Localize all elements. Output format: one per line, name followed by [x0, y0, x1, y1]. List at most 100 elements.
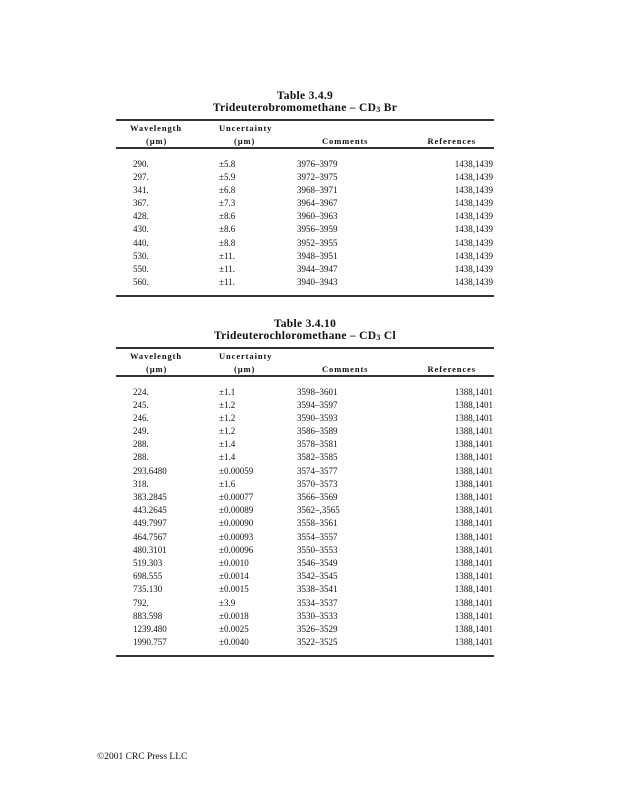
table-row: 464.7567 ±0.00093 3554–3557 1388,1401 — [116, 531, 494, 544]
cell-comments: 3952–3955 — [297, 237, 338, 248]
cell-references: 1388,1401 — [454, 531, 493, 542]
table-title: Trideuterobromomethane – CD3 Br — [116, 102, 494, 116]
cell-uncertainty: ±1.6 — [219, 478, 236, 489]
cell-references: 1438,1439 — [454, 237, 493, 248]
formula-subscript: 3 — [376, 105, 381, 114]
cell-comments: 3944–3947 — [297, 264, 338, 274]
table-row: 288. ±1.4 3578–3581 1388,1401 — [116, 438, 494, 451]
cell-wavelength: 318. — [133, 478, 149, 489]
cell-wavelength: 440. — [133, 237, 149, 248]
cell-references: 1388,1401 — [454, 505, 493, 516]
cell-comments: 3570–3573 — [297, 478, 338, 489]
formula-tail: Cl — [380, 330, 396, 342]
cell-comments: 3558–3561 — [297, 518, 338, 529]
cell-comments: 3566–3569 — [297, 492, 338, 502]
header-uncertainty: Uncertainty — [219, 350, 273, 361]
cell-comments: 3948–3951 — [297, 250, 338, 261]
table-row: 792. ±3.9 3534–3537 1388,1401 — [116, 597, 494, 610]
cell-wavelength: 792. — [133, 597, 149, 608]
cell-comments: 3956–3959 — [297, 224, 338, 235]
table-cd3cl: Table 3.4.10 Trideuterochloromethane – C… — [116, 318, 494, 657]
table-row: 224. ±1.1 3598–3601 1388,1401 — [116, 386, 494, 399]
table-row: 560. ±11. 3940–3943 1438,1439 — [116, 276, 494, 289]
cell-comments: 3538–3541 — [297, 584, 338, 595]
cell-wavelength: 430. — [133, 224, 149, 235]
formula-subscript: 3 — [376, 333, 381, 342]
cell-references: 1388,1401 — [454, 637, 493, 648]
table-row: 430. ±8.6 3956–3959 1438,1439 — [116, 223, 494, 236]
table-row: 297. ±5.9 3972–3975 1438,1439 — [116, 171, 494, 184]
table-body: 290. ±5.8 3976–3979 1438,1439 297. ±5.9 … — [116, 149, 494, 296]
header-wavelength-unit: (µm) — [146, 135, 168, 146]
cell-references: 1388,1401 — [454, 597, 493, 608]
cell-comments: 3940–3943 — [297, 277, 338, 288]
cell-uncertainty: ±5.8 — [219, 158, 236, 169]
cell-references: 1388,1401 — [454, 518, 493, 529]
table-row: 383.2845 ±0.00077 3566–3569 1388,1401 — [116, 491, 494, 504]
header-rule — [116, 146, 494, 149]
table-row: 428. ±8.6 3960–3963 1438,1439 — [116, 210, 494, 223]
cell-references: 1438,1439 — [454, 198, 493, 209]
cell-wavelength: 1990.757 — [133, 637, 167, 648]
cell-uncertainty: ±8.6 — [219, 211, 236, 222]
cell-comments: 3972–3975 — [297, 171, 338, 182]
table-number: Table 3.4.9 — [276, 90, 334, 102]
header-uncertainty-unit: (µm) — [234, 135, 256, 146]
top-rule — [116, 347, 494, 349]
cell-comments: 3550–3553 — [297, 544, 338, 555]
cell-wavelength: 883.598 — [133, 610, 163, 621]
cell-references: 1438,1439 — [454, 184, 493, 195]
cell-wavelength: 246. — [133, 412, 149, 423]
cell-uncertainty: ±0.00093 — [219, 531, 254, 542]
cell-wavelength: 480.3101 — [133, 544, 167, 555]
cell-comments: 3586–3589 — [297, 426, 338, 437]
copyright-footer: ©2001 CRC Press LLC — [97, 752, 188, 762]
cell-references: 1388,1401 — [454, 386, 493, 397]
cell-uncertainty: ±6.8 — [219, 184, 236, 195]
table-row: 550. ±11. 3944–3947 1438,1439 — [116, 263, 494, 276]
cell-uncertainty: ±0.0015 — [219, 584, 249, 595]
bottom-rule — [116, 655, 494, 657]
cell-uncertainty: ±0.00059 — [219, 465, 254, 476]
cell-references: 1388,1401 — [454, 557, 493, 568]
header-comments: Comments — [322, 135, 369, 146]
cell-comments: 3522–3525 — [297, 637, 338, 648]
cell-comments: 3578–3581 — [297, 439, 338, 450]
table-row: 245. ±1.2 3594–3597 1388,1401 — [116, 399, 494, 412]
table-row: 530. ±11. 3948–3951 1438,1439 — [116, 250, 494, 263]
header-references: References — [427, 135, 476, 146]
cell-comments: 3598–3601 — [297, 386, 338, 397]
header-wavelength: Wavelength — [130, 122, 182, 133]
table-row: 449.7997 ±0.00090 3558–3561 1388,1401 — [116, 517, 494, 530]
cell-references: 1388,1401 — [454, 478, 493, 489]
table-row: 341. ±6.8 3968–3971 1438,1439 — [116, 184, 494, 197]
cell-wavelength: 245. — [133, 399, 149, 410]
cell-uncertainty: ±0.00089 — [219, 505, 254, 516]
cell-comments: 3960–3963 — [297, 211, 338, 222]
cell-comments: 3562–,3565 — [297, 505, 340, 516]
cell-references: 1388,1401 — [454, 426, 493, 437]
cell-uncertainty: ±1.2 — [219, 412, 236, 423]
cell-references: 1438,1439 — [454, 158, 493, 169]
cell-uncertainty: ±7.3 — [219, 198, 236, 209]
table-row: 288. ±1.4 3582–3585 1388,1401 — [116, 451, 494, 464]
compound-name: Trideuterobromomethane – CD — [212, 102, 377, 114]
table-row: 290. ±5.8 3976–3979 1438,1439 — [116, 158, 494, 171]
cell-comments: 3554–3557 — [297, 531, 338, 542]
cell-references: 1388,1401 — [454, 571, 493, 582]
cell-wavelength: 290. — [133, 158, 149, 169]
table-row: 698.555 ±0.0014 3542–3545 1388,1401 — [116, 570, 494, 583]
table-row: 249. ±1.2 3586–3589 1388,1401 — [116, 425, 494, 438]
cell-wavelength: 550. — [133, 264, 149, 274]
cell-references: 1388,1401 — [454, 544, 493, 555]
cell-references: 1388,1401 — [454, 465, 493, 476]
cell-uncertainty: ±1.1 — [219, 386, 236, 397]
top-rule — [116, 119, 494, 121]
cell-uncertainty: ±1.4 — [219, 452, 236, 463]
cell-wavelength: 249. — [133, 426, 149, 437]
header-comments: Comments — [322, 363, 369, 374]
table-row: 443.2645 ±0.00089 3562–,3565 1388,1401 — [116, 504, 494, 517]
cell-references: 1388,1401 — [454, 623, 493, 634]
cell-uncertainty: ±3.9 — [219, 597, 236, 608]
cell-wavelength: 297. — [133, 171, 149, 182]
